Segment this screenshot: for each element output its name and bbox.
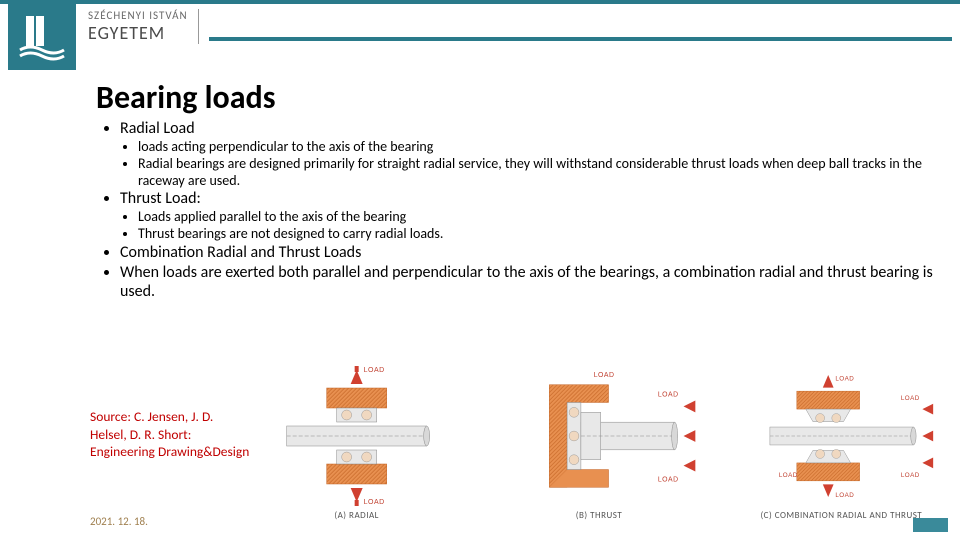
radial-svg: LOAD LOAD [258, 366, 455, 506]
load-label: LOAD [658, 392, 679, 399]
page-title: Bearing loads [96, 78, 948, 117]
combo-heading: Combination Radial and Thrust Loads [120, 243, 948, 262]
thrust-heading: Thrust Load: [120, 189, 948, 208]
source-citation: Source: C. Jensen, J. D. Helsel, D. R. S… [90, 408, 250, 461]
caption-c: (C) COMBINATION RADIAL AND THRUST [760, 510, 922, 521]
bullets-level1: Radial Load [120, 119, 948, 138]
header: SZÉCHENYI ISTVÁN EGYETEM [8, 6, 952, 46]
slide-date: 2021. 12. 18. [90, 515, 148, 528]
diagram-radial: LOAD LOAD (A) RADIAL [258, 366, 455, 526]
radial-sub-bullets: loads acting perpendicular to the axis o… [138, 139, 948, 189]
load-label: LOAD [901, 472, 920, 479]
thrust-svg: LOAD LOAD LOAD [500, 366, 697, 506]
university-bottom-line: EGYETEM [88, 22, 188, 44]
thrust-item-1: Loads applied parallel to the axis of th… [138, 209, 948, 226]
diagram-thrust: LOAD LOAD LOAD (B) THRUST [500, 366, 697, 526]
load-label: LOAD [835, 375, 854, 382]
radial-item-2: Radial bearings are designed primarily f… [138, 156, 948, 190]
university-logo [8, 2, 76, 70]
when-text: When loads are exerted both parallel and… [120, 263, 948, 301]
radial-item-1: loads acting perpendicular to the axis o… [138, 139, 948, 156]
university-name: SZÉCHENYI ISTVÁN EGYETEM [88, 9, 199, 44]
radial-heading: Radial Load [120, 119, 948, 138]
load-label: LOAD [901, 395, 920, 402]
load-label: LOAD [835, 492, 854, 499]
thrust-sub-bullets: Loads applied parallel to the axis of th… [138, 209, 948, 243]
load-label: LOAD [658, 476, 679, 483]
header-rule [209, 37, 952, 41]
load-label: LOAD [594, 372, 615, 379]
thrust-level1: Thrust Load: [120, 189, 948, 208]
university-top-line: SZÉCHENYI ISTVÁN [88, 9, 188, 22]
load-label: LOAD [364, 367, 385, 374]
load-label: LOAD [779, 472, 798, 479]
logo-icon [16, 10, 68, 62]
diagrams-row: LOAD LOAD (A) RADIAL LOAD LOAD [258, 366, 940, 526]
diagram-combo: LOAD LOAD LOAD LOAD LOAD (C) COMBINATION… [743, 366, 940, 526]
caption-b: (B) THRUST [576, 510, 623, 521]
load-label: LOAD [364, 499, 385, 506]
thrust-item-2: Thrust bearings are not designed to carr… [138, 226, 948, 243]
caption-a: (A) RADIAL [334, 510, 379, 521]
top-accent-bar [0, 0, 960, 4]
combo-svg: LOAD LOAD LOAD LOAD LOAD [743, 366, 940, 506]
combo-level1: Combination Radial and Thrust Loads When… [120, 243, 948, 301]
slide-content: Bearing loads Radial Load loads acting p… [96, 78, 948, 302]
